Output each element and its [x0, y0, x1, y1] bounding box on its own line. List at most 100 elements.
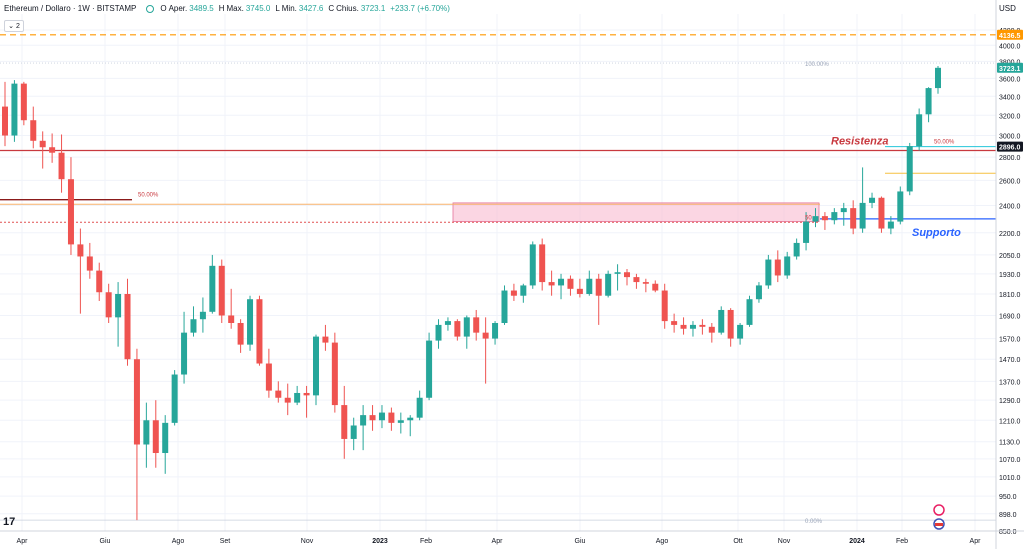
y-tick-label: 2200.0 — [999, 231, 1021, 238]
y-tick-label: 1570.0 — [999, 337, 1021, 344]
y-tick-label: 850.0 — [999, 529, 1017, 536]
symbol-legend: Ethereum / Dollaro · 1W · BITSTAMP O Ape… — [4, 4, 455, 13]
candle-body — [680, 324, 687, 329]
currency-label[interactable]: USD — [999, 4, 1016, 13]
price-badge — [997, 141, 1023, 152]
fib-right-50-label: 50.00% — [934, 140, 955, 146]
candle-body — [548, 282, 555, 286]
candle-body — [199, 311, 206, 320]
candle-body — [671, 321, 678, 325]
chart-icons: 17 — [3, 504, 945, 530]
candle-body — [49, 147, 56, 153]
candle-body — [388, 412, 395, 423]
candle-body — [96, 270, 103, 293]
candle-body — [831, 212, 838, 221]
candle-body — [190, 319, 197, 333]
low-value: 3427.6 — [298, 4, 324, 13]
close-value: 3723.1 — [360, 4, 386, 13]
candle-body — [294, 392, 301, 403]
candle-body — [77, 244, 84, 257]
low-label: L — [275, 4, 280, 13]
candle-series — [2, 65, 941, 521]
y-tick-label: 2800.0 — [999, 155, 1021, 162]
y-tick-label: 3600.0 — [999, 76, 1021, 83]
candle-body — [925, 88, 932, 115]
x-tick-label: Apr — [970, 538, 982, 545]
high-label: H — [218, 4, 225, 13]
candle-body — [435, 324, 442, 341]
candle-body — [887, 221, 894, 229]
price-badge — [997, 29, 1023, 40]
candle-body — [869, 197, 876, 203]
resistance-label: Resistenza — [831, 136, 888, 148]
open-label: O — [160, 4, 167, 13]
y-tick-label: 2600.0 — [999, 178, 1021, 185]
candle-body — [755, 285, 762, 300]
close-label: C — [328, 4, 335, 13]
y-tick-label: 1010.0 — [999, 475, 1021, 482]
candle-body — [11, 83, 18, 136]
high-value: 3745.0 — [245, 4, 271, 13]
candle-body — [897, 191, 904, 222]
price-badge-label: 4136.5 — [999, 33, 1021, 40]
candle-body — [67, 179, 74, 245]
candle-body — [737, 324, 744, 339]
candle-body — [774, 259, 781, 276]
x-tick-label: Set — [220, 538, 231, 545]
candle-body — [510, 290, 517, 296]
candle-body — [322, 336, 329, 343]
candle-body — [708, 326, 715, 333]
support-label: Supporto — [912, 227, 961, 239]
x-tick-label: 2023 — [372, 538, 388, 545]
y-tick-label: 1370.0 — [999, 379, 1021, 386]
close-text: Chius. — [336, 4, 359, 13]
x-tick-label: 2024 — [849, 538, 865, 545]
y-tick-label: 1470.0 — [999, 357, 1021, 364]
candle-body — [360, 415, 367, 426]
candle-body — [699, 324, 706, 327]
candle-body — [784, 256, 791, 276]
candle-body — [152, 420, 159, 454]
candle-body — [39, 140, 46, 148]
drawing-overlays — [0, 34, 996, 521]
y-tick-label: 2050.0 — [999, 253, 1021, 260]
candle-body — [331, 342, 338, 406]
candle-body — [463, 317, 470, 337]
candle-body — [878, 197, 885, 229]
x-tick-label: Ago — [172, 538, 185, 545]
candle-body — [341, 405, 348, 439]
candle-body — [86, 256, 93, 271]
low-text: Min. — [281, 4, 297, 13]
candle-body — [935, 67, 941, 89]
candle-body — [803, 221, 810, 243]
candle-body — [426, 340, 433, 398]
y-tick-label: 1210.0 — [999, 418, 1021, 425]
high-text: Max. — [226, 4, 244, 13]
candle-body — [727, 309, 734, 339]
candle-body — [501, 290, 508, 323]
candle-body — [124, 293, 131, 360]
candle-body — [473, 317, 480, 333]
candle-body — [237, 322, 244, 345]
x-tick-label: Giu — [575, 538, 586, 545]
tradingview-logo: 17 — [3, 516, 15, 528]
time-axis[interactable]: Apr Giu Ago Set Nov 2023 Feb Apr Giu Ago Ott Nov 202… — [0, 530, 1024, 545]
candle-body — [20, 83, 27, 121]
candle-body — [444, 321, 451, 325]
fib-0-label: 0.00% — [805, 519, 823, 525]
x-tick-label: Nov — [301, 538, 314, 545]
fib-zone-rect — [452, 202, 820, 222]
market-status-icon — [146, 4, 155, 13]
y-tick-label: 1290.0 — [999, 398, 1021, 405]
candle-body — [614, 272, 621, 274]
candle-body — [228, 315, 235, 323]
candle-body — [661, 290, 668, 322]
candle-body — [218, 265, 225, 316]
candle-body — [416, 397, 423, 418]
candle-body — [265, 363, 272, 391]
price-axis[interactable]: 850.0 898.0 950.0 1010.0 1070.0 1130.0 1210.0 1… — [995, 0, 1023, 549]
lightning-icon — [933, 504, 945, 516]
indicators-collapse-button[interactable]: ⌄ 2 — [4, 20, 24, 32]
symbol-title[interactable]: Ethereum / Dollaro · 1W · BITSTAMP — [4, 4, 137, 13]
